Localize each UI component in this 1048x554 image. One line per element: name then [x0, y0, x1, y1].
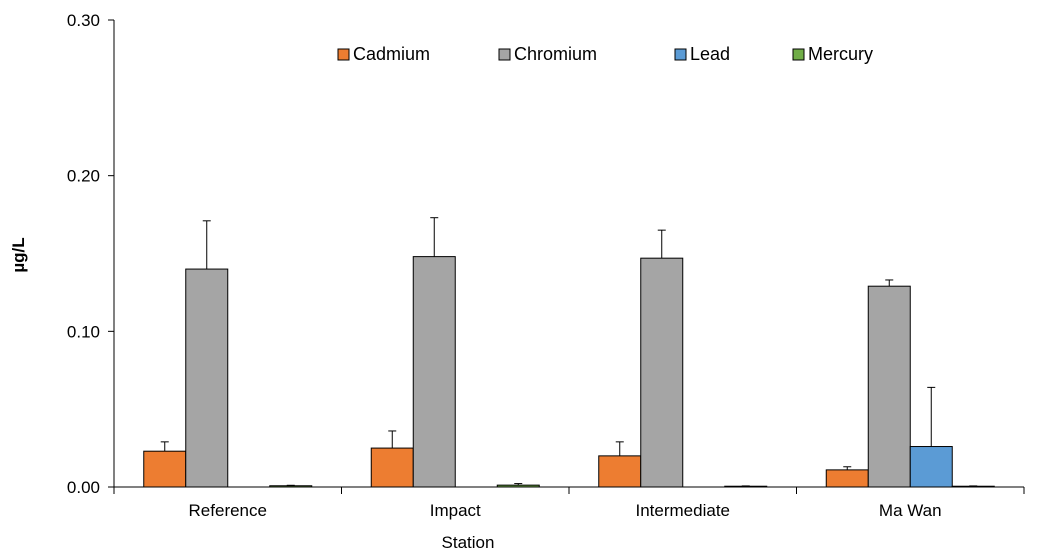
bar-lead-3 [909, 446, 953, 488]
bar-chromium-2 [640, 257, 684, 488]
bar-mercury-1 [496, 484, 540, 488]
bar-mercury-0 [269, 485, 313, 488]
bar-chromium-1 [412, 256, 456, 488]
x-tick-label: Intermediate [636, 501, 731, 520]
x-tick-label: Impact [430, 501, 481, 520]
legend-swatch-lead [674, 48, 687, 61]
y-tick-label: 0.20 [67, 167, 100, 186]
bar-cadmium-3 [825, 469, 869, 488]
legend-label-lead: Lead [690, 44, 730, 64]
axes: 0.00 0.10 0.20 0.30 Reference Impact Intermedi… [67, 11, 1025, 520]
bar-cadmium-2 [598, 455, 642, 488]
legend-swatch-cadmium [337, 48, 350, 61]
legend-label-mercury: Mercury [808, 44, 873, 64]
legend-swatch-mercury [792, 48, 805, 61]
x-tick-label: Ma Wan [879, 501, 942, 520]
legend: Cadmium Chromium Lead Mercury [337, 44, 873, 64]
x-axis-title: Station [442, 533, 495, 552]
bar-cadmium-1 [370, 447, 414, 488]
legend-label-chromium: Chromium [514, 44, 597, 64]
x-tick-label: Reference [189, 501, 267, 520]
error-bars [160, 217, 978, 487]
bars [143, 256, 995, 488]
y-tick-label: 0.10 [67, 322, 100, 341]
y-tick-label: 0.30 [67, 11, 100, 30]
bar-chromium-3 [867, 285, 911, 488]
bar-cadmium-0 [143, 450, 187, 488]
legend-label-cadmium: Cadmium [353, 44, 430, 64]
y-tick-label: 0.00 [67, 478, 100, 497]
y-axis-title: µg/L [9, 237, 28, 272]
bar-chromium-0 [185, 268, 229, 488]
legend-swatch-chromium [498, 48, 511, 61]
